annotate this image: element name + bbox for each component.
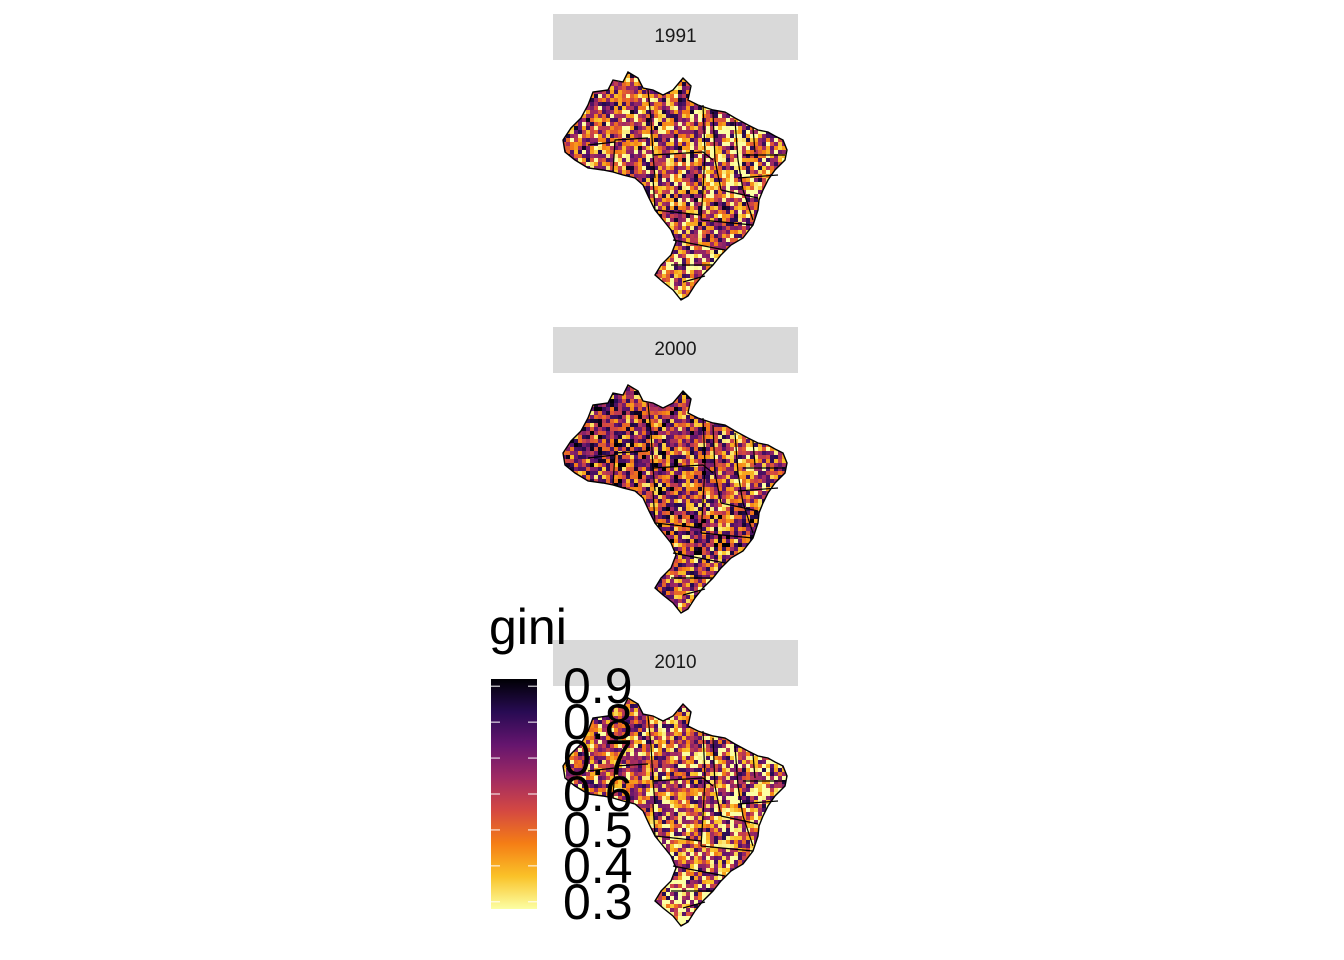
brazil-map-2000 (562, 384, 788, 614)
legend-label: 0.8 (563, 694, 633, 751)
facet-label: 1991 (654, 26, 697, 47)
facet-strip-2000: 2000 (553, 327, 798, 373)
state-borders (587, 715, 785, 909)
state-borders (587, 402, 785, 596)
facet-label: 2010 (654, 652, 697, 673)
legend-label: 0.9 (563, 658, 633, 715)
country-outline (562, 71, 788, 301)
legend-label: 0.3 (563, 873, 633, 930)
facet-label: 2000 (654, 339, 697, 360)
legend-colorbar (491, 679, 537, 909)
legend-label: 0.7 (563, 730, 633, 787)
brazil-map-2010 (562, 697, 788, 927)
legend-label: 0.4 (563, 837, 633, 894)
state-borders (587, 89, 785, 283)
country-outline (562, 384, 788, 614)
facet-strip-2010: 2010 (553, 640, 798, 686)
legend-title: gini (489, 599, 567, 655)
legend-label: 0.6 (563, 766, 633, 822)
legend-label: 0.5 (563, 801, 633, 858)
country-outline (562, 697, 788, 927)
map-panel-1991 (553, 60, 798, 310)
map-panel-2000 (553, 373, 798, 623)
brazil-map-1991 (562, 71, 788, 301)
map-panel-2010 (553, 686, 798, 936)
municipality-fill (563, 72, 787, 300)
municipality-fill (563, 385, 787, 613)
facet-strip-1991: 1991 (553, 14, 798, 60)
